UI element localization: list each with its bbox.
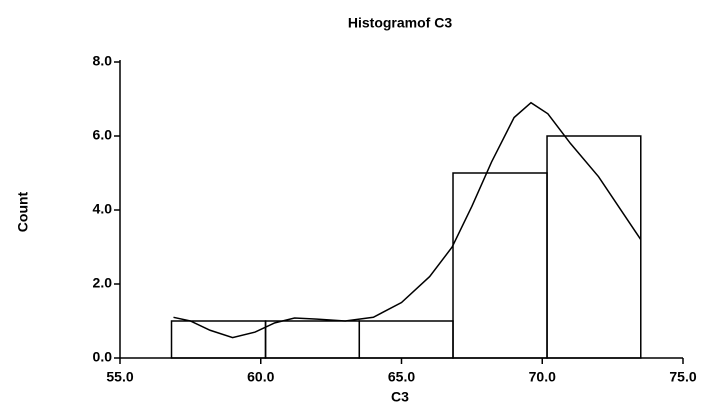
x-tick-label: 65.0 [388,369,415,385]
bar [170,320,267,359]
bar [264,320,361,359]
fit-curve [173,101,642,339]
x-tick-label: 60.0 [247,369,274,385]
x-axis-label: C3 [391,389,409,405]
y-tick-label: 6.0 [93,127,113,143]
chart-title: Histogramof C3 [348,15,452,31]
y-tick-label: 2.0 [93,275,113,291]
y-tick-label: 4.0 [93,201,113,217]
x-tick-label: 55.0 [106,369,133,385]
x-tick-label: 75.0 [669,369,696,385]
y-tick-label: 0.0 [93,349,113,365]
bar [358,320,454,359]
bar [546,135,642,359]
x-tick-label: 70.0 [529,369,556,385]
y-tick-label: 8.0 [93,53,113,69]
y-axis-label: Count [15,191,31,232]
bar [452,172,548,359]
